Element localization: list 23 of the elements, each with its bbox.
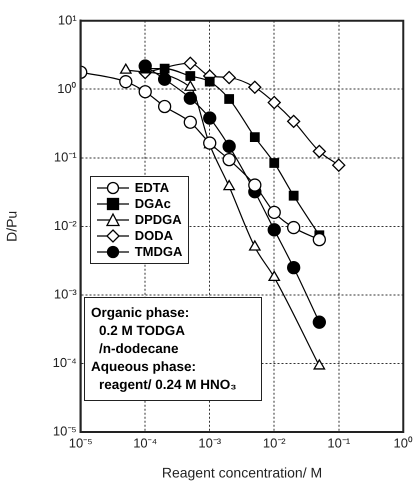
y-tick-label: 10⁰ bbox=[57, 80, 77, 96]
y-tick-label: 10⁻² bbox=[54, 218, 78, 233]
x-tick-label: 10⁻⁴ bbox=[133, 435, 158, 450]
annotation: Organic phase: bbox=[91, 304, 190, 322]
y-tick-label: 10⁻⁴ bbox=[52, 355, 77, 370]
annotation: 0.2 M TODGA bbox=[98, 322, 186, 340]
y-tick-label: 10¹ bbox=[58, 12, 78, 28]
x-tick-label: 10⁻¹ bbox=[327, 435, 351, 450]
y-tick-label: 10⁻³ bbox=[54, 286, 78, 302]
legend-label: EDTA bbox=[134, 180, 170, 196]
y-tick-label: 10⁻¹ bbox=[54, 149, 78, 164]
x-axis-title: Reagent concentration/ M bbox=[162, 464, 322, 480]
legend-label: DGAc bbox=[134, 196, 171, 212]
legend-label: DODA bbox=[134, 228, 173, 244]
annotation: reagent/ 0.24 M HNO₃ bbox=[98, 376, 238, 394]
annotation: Aqueous phase: bbox=[91, 358, 198, 376]
annotation: /n-dodecane bbox=[98, 340, 180, 358]
legend-label: DPDGA bbox=[134, 212, 182, 228]
x-tick-label: 10⁰ bbox=[394, 435, 414, 450]
x-tick-label: 10⁻³ bbox=[198, 435, 222, 450]
x-tick-label: 10⁻² bbox=[262, 435, 286, 450]
legend-label: TMDGA bbox=[134, 244, 182, 260]
y-axis-title: D/Pu bbox=[3, 210, 20, 242]
